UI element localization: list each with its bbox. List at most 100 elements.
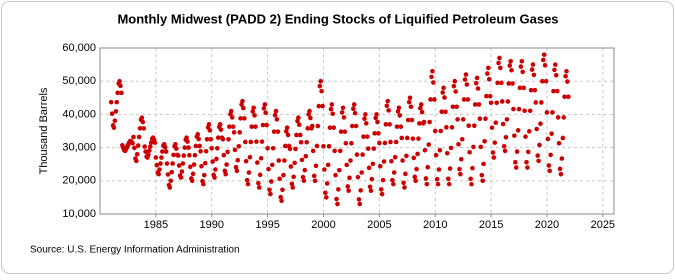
y-tick-label: 20,000 [62,175,96,187]
data-point [361,134,366,139]
data-point [187,164,193,170]
data-point [538,121,543,126]
data-point [118,83,123,89]
data-point [235,157,241,163]
data-point [238,116,243,121]
data-point [274,117,280,122]
data-point [459,137,465,142]
data-point [509,67,514,73]
data-point [384,103,390,109]
data-point [310,123,315,129]
x-tick-label: 2020 [535,219,559,231]
data-point [262,102,268,107]
data-point [455,117,460,122]
data-point [340,105,346,111]
data-point [540,57,546,63]
data-point [242,116,247,121]
data-point [383,122,389,127]
data-point [451,83,457,89]
data-point [484,93,489,99]
data-point [434,176,440,182]
data-point [178,175,184,180]
data-point [169,169,175,175]
data-point [391,181,396,187]
data-point [256,185,262,190]
data-point [370,161,376,167]
data-point [454,104,459,110]
data-point [458,156,464,162]
data-point [158,161,163,166]
data-point [159,155,164,160]
data-point [297,132,303,138]
data-point [185,139,190,144]
data-point [387,122,392,127]
data-point [375,119,380,125]
data-point [154,162,160,168]
data-point [468,176,473,182]
data-point [566,94,571,100]
x-tick-label: 1990 [199,219,223,231]
data-point [535,153,540,158]
data-point [327,125,333,130]
data-point [530,62,536,67]
data-point [498,65,503,71]
data-point [251,105,256,111]
data-point [396,105,402,111]
data-point [513,159,518,165]
data-point [398,124,404,129]
data-point [536,158,541,164]
data-point [296,122,302,127]
data-point [562,94,567,100]
plot-border [99,47,615,215]
data-point [450,104,456,110]
data-point [191,162,197,167]
data-point [368,188,374,194]
data-point [203,148,209,154]
data-point [303,153,309,159]
data-point [365,146,371,151]
data-point [364,134,370,139]
data-point [347,175,352,181]
data-point [480,178,486,184]
data-point [463,72,469,77]
data-point [215,145,220,151]
data-point [111,125,117,130]
data-point [117,78,122,84]
data-point [226,137,231,142]
data-point [294,132,299,138]
data-point [278,194,283,200]
data-point [264,122,270,128]
data-point [173,141,178,147]
data-point [160,149,165,154]
data-point [444,150,450,156]
data-point [310,148,316,154]
data-point [510,81,515,86]
data-point [483,116,488,122]
data-point [550,110,555,115]
data-point [418,105,423,111]
data-point [250,109,256,114]
data-point [471,144,476,150]
data-point [476,102,482,107]
data-point [248,139,254,145]
data-point [337,167,342,173]
data-point [315,123,321,129]
data-point [281,172,286,178]
data-point [192,152,198,158]
data-point [558,171,564,177]
data-point [447,166,453,171]
data-point [488,100,494,106]
data-point [410,136,416,141]
data-point [485,71,490,76]
data-point [140,119,146,125]
data-point [393,139,399,145]
data-point [319,88,324,94]
data-point [112,118,118,124]
data-point [458,171,463,177]
data-point [195,132,201,137]
data-point [247,154,253,160]
data-point [225,149,230,155]
data-point [208,137,214,142]
data-point [134,158,139,164]
data-point [449,125,455,130]
